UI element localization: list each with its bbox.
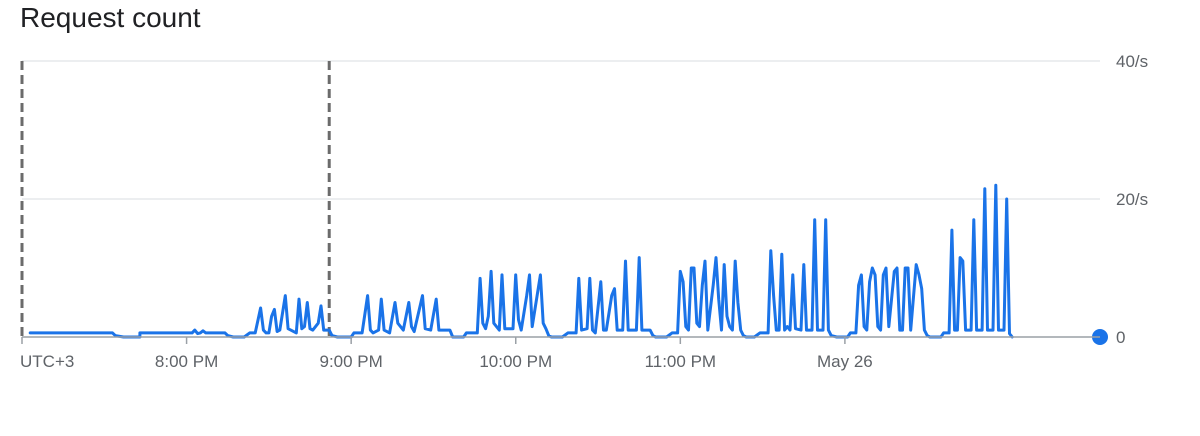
- series-line: [28, 183, 1014, 339]
- timezone-label: UTC+3: [20, 352, 74, 371]
- series-layer: [28, 183, 1108, 345]
- axes: [21, 336, 1100, 344]
- x-tick-label: 8:00 PM: [155, 352, 218, 371]
- y-tick-label: 0: [1116, 328, 1125, 347]
- x-tick-label: 11:00 PM: [645, 352, 717, 371]
- x-tick-label: 10:00 PM: [479, 352, 552, 371]
- chart-title: Request count: [20, 2, 201, 33]
- grid-lines: [22, 60, 1100, 200]
- y-tick-label: 20/s: [1116, 190, 1148, 209]
- x-tick-label: May 26: [817, 352, 873, 371]
- tick-labels: 0 20/s 40/s UTC+3 8:00 PM 9:00 PM 10:00 PM 11:0…: [20, 52, 1148, 371]
- event-markers: [20, 61, 331, 337]
- y-tick-label: 40/s: [1116, 52, 1148, 71]
- x-tick-label: 9:00 PM: [320, 352, 383, 371]
